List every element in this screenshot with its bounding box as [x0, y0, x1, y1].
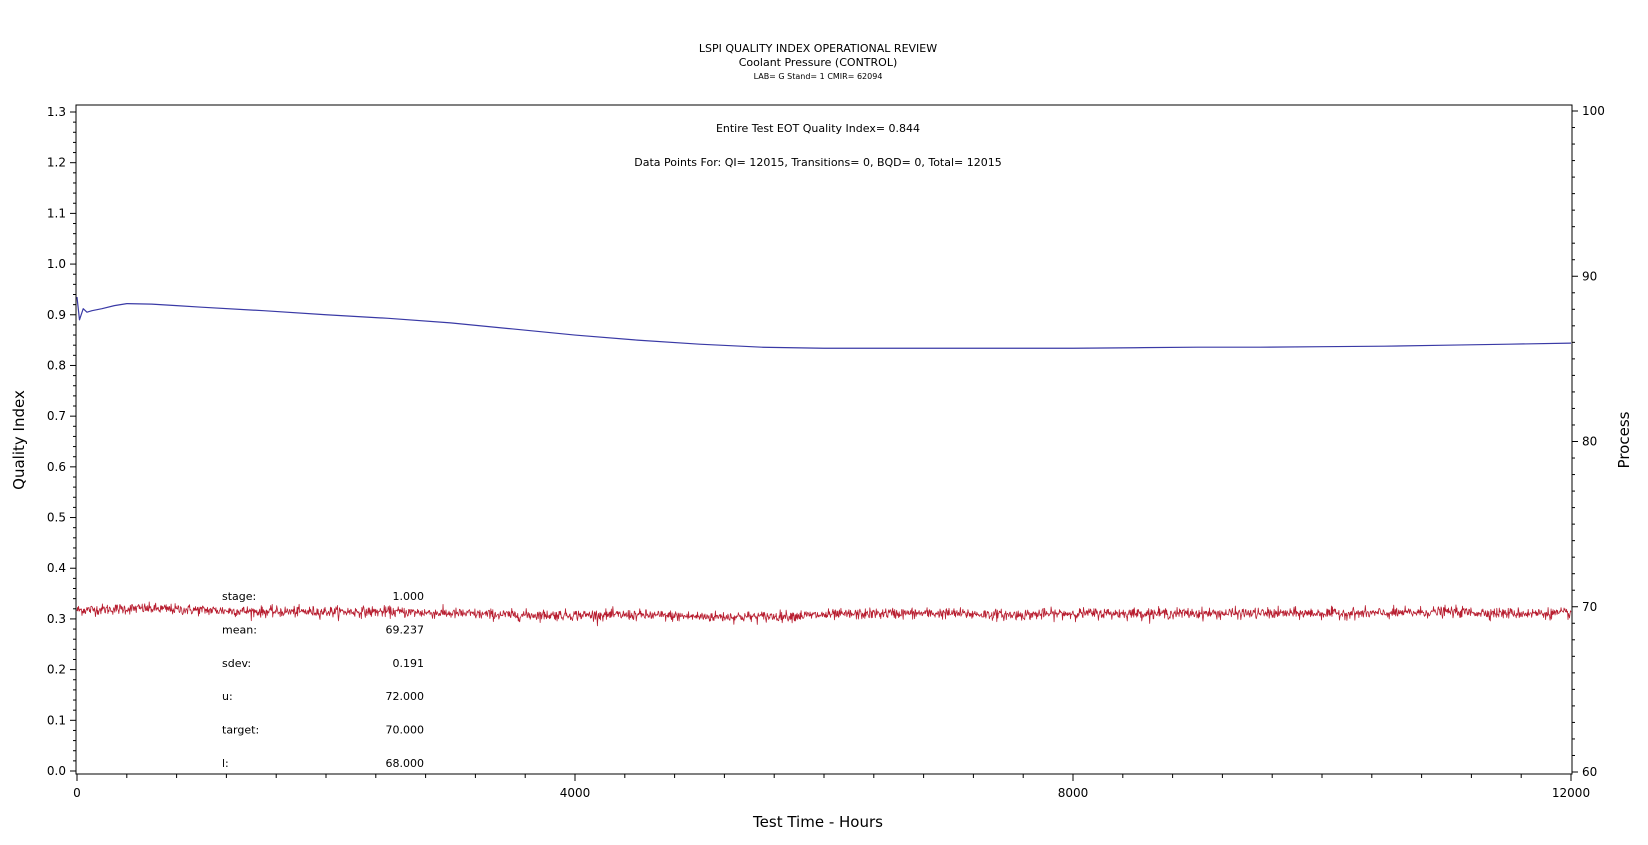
stat-label: target: — [222, 724, 259, 737]
x-tick-label: 12000 — [1552, 786, 1590, 800]
y-right-tick-label: 60 — [1582, 765, 1597, 779]
series-process-line — [76, 601, 1572, 627]
stats-table: stage: 1.000 mean: 69.237 sdev: 0.191 u: 72.000… — [222, 590, 424, 770]
stat-label: stage: — [222, 590, 256, 603]
y-right-tick-label: 80 — [1582, 435, 1597, 449]
y-left-tick-label: 0.5 — [47, 511, 66, 525]
plot-frame — [75, 104, 1573, 775]
data-points-summary: Data Points For: QI= 12015, Transitions=… — [634, 156, 1002, 169]
stat-label: u: — [222, 690, 233, 703]
y-left-tick-label: 0.9 — [47, 308, 66, 322]
stat-label: sdev: — [222, 657, 251, 670]
y-left-tick-label: 0.7 — [47, 409, 66, 423]
y-left-tick-label: 1.2 — [47, 156, 66, 170]
y-right-tick-label: 100 — [1582, 104, 1605, 118]
y-left-tick-label: 1.1 — [47, 206, 66, 220]
x-axis-label: Test Time - Hours — [752, 813, 883, 831]
y-right-tick-label: 90 — [1582, 269, 1597, 283]
y-left-tick-label: 1.0 — [47, 257, 66, 271]
series-layer — [76, 296, 1572, 627]
y-left-tick-label: 0.1 — [47, 713, 66, 727]
y-left-tick-label: 0.8 — [47, 358, 66, 372]
x-tick-label: 8000 — [1058, 786, 1089, 800]
stat-value: 72.000 — [386, 690, 425, 703]
y-left-tick-label: 1.3 — [47, 105, 66, 119]
y-axis-right-label: Process — [1615, 411, 1633, 468]
y-left-tick-label: 0.3 — [47, 612, 66, 626]
x-tick-label: 4000 — [560, 786, 591, 800]
series-quality-index-line — [76, 296, 1572, 349]
chart-title: LSPI QUALITY INDEX OPERATIONAL REVIEW — [699, 42, 937, 55]
chart-subtitle-lab: LAB= G Stand= 1 CMIR= 62094 — [754, 72, 883, 81]
stat-label: mean: — [222, 623, 257, 636]
y-left-tick-label: 0.6 — [47, 460, 66, 474]
stat-value: 1.000 — [393, 590, 425, 603]
y-left-tick-label: 0.4 — [47, 561, 66, 575]
axis-ticks: 0.0 0.1 0.2 0.3 0.4 0.5 0.6 0.7 0.8 0.9 1.0 1.1 1.2 1… — [47, 104, 1605, 800]
y-right-tick-label: 70 — [1582, 600, 1597, 614]
chart-subtitle: Coolant Pressure (CONTROL) — [739, 56, 898, 69]
y-left-tick-label: 0.2 — [47, 663, 66, 677]
stat-value: 0.191 — [393, 657, 425, 670]
eot-quality-index: Entire Test EOT Quality Index= 0.844 — [716, 122, 920, 135]
stat-value: 70.000 — [386, 724, 425, 737]
x-tick-label: 0 — [73, 786, 81, 800]
y-left-tick-label: 0.0 — [47, 764, 66, 778]
stat-value: 68.000 — [386, 757, 425, 770]
y-axis-left-label: Quality Index — [10, 390, 28, 490]
stat-label: l: — [222, 757, 229, 770]
stat-value: 69.237 — [386, 623, 425, 636]
